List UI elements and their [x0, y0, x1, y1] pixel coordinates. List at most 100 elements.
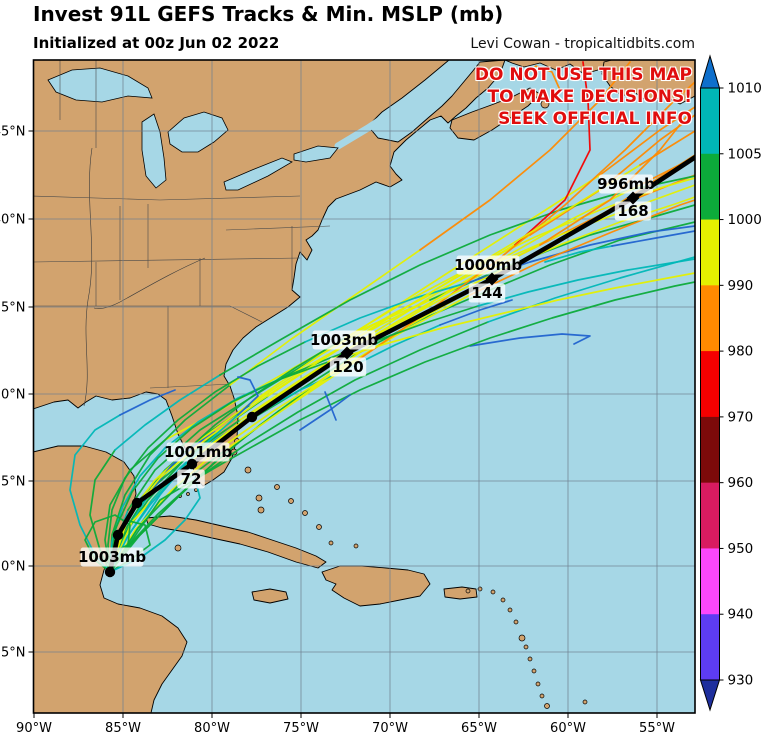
- warning-text: DO NOT USE THIS MAP TO MAKE DECISIONS! S…: [475, 64, 692, 130]
- small-island: [535, 681, 541, 687]
- colorbar-segment: [700, 482, 720, 549]
- track-point-marker: [112, 529, 124, 541]
- colorbar-tick-label: 960: [728, 475, 754, 491]
- ensemble-track: [229, 249, 421, 386]
- x-tick-label: 65°W: [461, 721, 497, 736]
- small-island: [531, 668, 537, 674]
- landmass: [449, 87, 541, 141]
- landmass: [321, 565, 431, 607]
- ensemble-track: [327, 272, 695, 363]
- mslp-label: 1003mb: [78, 548, 146, 566]
- small-island: [302, 510, 308, 516]
- map-area: 1003mb 1001mb 72 1003mb 120 1000mb 144 996mb 168: [33, 60, 695, 713]
- small-island: [353, 543, 359, 549]
- small-island: [507, 607, 513, 613]
- mslp-label-box: [456, 255, 520, 275]
- great-lake: [47, 67, 153, 103]
- small-island: [540, 99, 550, 109]
- warning-line-1: DO NOT USE THIS MAP: [474, 65, 692, 85]
- x-tick-label: 55°W: [639, 721, 675, 736]
- state-border: [33, 195, 161, 201]
- landmass: [443, 586, 478, 600]
- ensemble-track: [639, 130, 695, 166]
- track-point-marker: [626, 191, 640, 205]
- mslp-label-box: [599, 174, 653, 194]
- state-border: [33, 257, 301, 263]
- small-island: [274, 484, 280, 490]
- landmass: [601, 60, 695, 105]
- colorbar-segment: [700, 416, 720, 484]
- y-tick-label: 45°N: [0, 125, 26, 140]
- x-tick-label: 60°W: [550, 721, 586, 736]
- landmass: [33, 445, 188, 713]
- colorbar-tick-label: 1010: [728, 81, 762, 97]
- small-island: [255, 494, 263, 502]
- y-tick-label: 35°N: [0, 301, 26, 316]
- colorbar-tick-label: 930: [728, 673, 754, 689]
- map-border: [32, 59, 696, 714]
- ensemble-track: [544, 245, 613, 263]
- colorbar-outline: [700, 87, 720, 681]
- small-island: [539, 693, 545, 699]
- small-island: [518, 634, 526, 642]
- track-point-marker: [186, 458, 198, 470]
- ensemble-track: [523, 65, 561, 91]
- small-island: [174, 544, 182, 552]
- small-island: [244, 466, 252, 474]
- y-tick-label: 25°N: [0, 475, 26, 490]
- colorbar-tick-label: 1005: [728, 146, 762, 162]
- hour-label: 144: [471, 284, 502, 302]
- colorbar-tick-label: 1000: [728, 212, 762, 228]
- hour-label-box: [614, 201, 652, 221]
- mslp-label: 1003mb: [310, 331, 378, 349]
- y-tick-label: 20°N: [0, 560, 26, 575]
- hour-label: 72: [181, 470, 202, 488]
- colorbar-segment: [700, 614, 720, 681]
- ensemble-track: [107, 341, 306, 573]
- ensemble-track: [127, 354, 321, 511]
- ensemble-track: [439, 299, 513, 326]
- ensemble-track: [469, 333, 591, 347]
- great-lake: [167, 111, 229, 153]
- ensemble-track: [419, 61, 631, 251]
- warning-line-2: TO MAKE DECISIONS!: [487, 87, 692, 107]
- river: [93, 257, 206, 310]
- init-time-label: Initialized at 00z Jun 02 2022: [33, 34, 280, 52]
- landmass: [145, 515, 327, 569]
- colorbar-under-arrow: [699, 679, 721, 712]
- small-island: [316, 524, 322, 530]
- small-island: [186, 492, 190, 496]
- colorbar-tick-label: 980: [728, 344, 754, 360]
- ensemble-track: [477, 258, 695, 307]
- track-point-marker: [104, 566, 116, 578]
- small-island: [500, 597, 506, 603]
- hour-label-box: [468, 283, 506, 303]
- ensemble-track: [599, 106, 695, 176]
- small-island: [544, 703, 550, 709]
- y-tick-label: 30°N: [0, 388, 26, 403]
- colorbar-segment: [700, 548, 720, 615]
- x-tick-label: 70°W: [372, 721, 408, 736]
- mslp-label-box: [312, 330, 376, 350]
- small-island: [465, 588, 471, 594]
- x-tick-label: 85°W: [105, 721, 141, 736]
- great-lake: [141, 113, 167, 189]
- x-tick-label: 80°W: [194, 721, 230, 736]
- small-island: [490, 589, 496, 595]
- y-tick-label: 15°N: [0, 646, 26, 661]
- ensemble-track: [487, 256, 695, 323]
- ensemble-track: [114, 374, 221, 451]
- state-border: [225, 225, 331, 231]
- great-lake: [293, 145, 339, 163]
- ensemble-track: [514, 61, 591, 246]
- mslp-label-box: [166, 442, 230, 462]
- great-lake: [223, 157, 293, 191]
- colorbar-segment: [700, 285, 720, 352]
- ensemble-track: [119, 389, 176, 416]
- ensemble-track: [324, 391, 337, 421]
- colorbar-tick-label: 990: [728, 278, 754, 294]
- hour-label: 168: [617, 202, 648, 220]
- small-island: [257, 506, 265, 514]
- x-tick-label: 90°W: [16, 721, 52, 736]
